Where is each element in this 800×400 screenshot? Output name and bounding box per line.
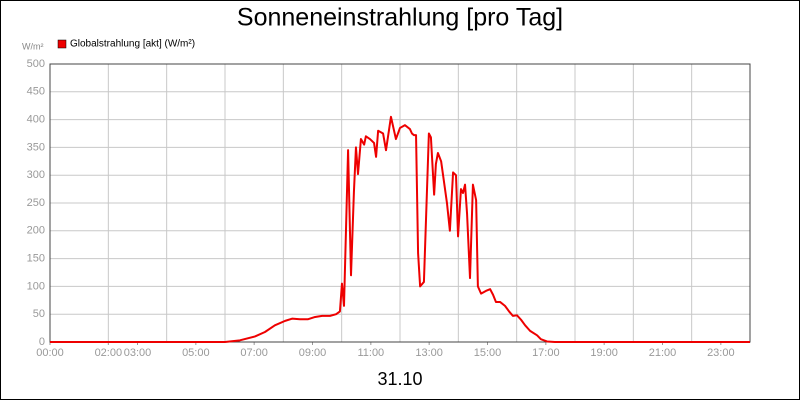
y-tick-label: 400 (27, 114, 45, 126)
y-tick-label: 350 (27, 141, 45, 153)
y-tick-label: 450 (27, 86, 45, 98)
y-tick-label: 100 (27, 280, 45, 292)
x-tick-label: 19:00 (590, 347, 618, 359)
x-tick-label: 15:00 (474, 347, 502, 359)
y-tick-label: 0 (39, 336, 45, 348)
plot-border (49, 63, 751, 343)
x-tick-label: 03:00 (124, 347, 152, 359)
x-tick-label: 02:00 (95, 347, 123, 359)
x-tick-label: 11:00 (357, 347, 384, 359)
x-tick-label: 17:00 (532, 347, 560, 359)
x-tick-label: 13:00 (415, 347, 443, 359)
y-tick-label: 300 (27, 169, 45, 181)
x-axis-label: 31.10 (377, 369, 422, 389)
x-tick-label: 23:00 (707, 347, 735, 359)
y-tick-label: 200 (27, 225, 45, 237)
y-tick-label: 500 (27, 58, 45, 70)
x-tick-label: 09:00 (299, 347, 327, 359)
x-tick-label: 21:00 (649, 347, 677, 359)
y-axis-label: W/m² (22, 41, 44, 51)
x-tick-label: 05:00 (182, 347, 210, 359)
legend-label: Globalstrahlung [akt] (W/m²) (70, 39, 195, 50)
chart-title: Sonneneinstrahlung [pro Tag] (237, 4, 563, 32)
legend-swatch (57, 39, 67, 49)
y-tick-label: 150 (27, 253, 45, 265)
x-tick-label: 00:00 (36, 347, 64, 359)
y-tick-label: 250 (27, 197, 45, 209)
data-line (50, 115, 750, 343)
x-tick-label: 07:00 (240, 347, 268, 359)
y-tick-label: 50 (33, 308, 45, 320)
